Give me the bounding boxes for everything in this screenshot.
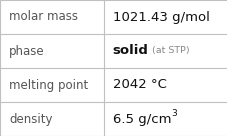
Text: 2042 °C: 2042 °C [112, 78, 166, 92]
Text: melting point: melting point [9, 78, 88, 92]
Text: 3: 3 [171, 109, 176, 118]
Text: phase: phase [9, 44, 44, 58]
Text: 6.5 g/cm: 6.5 g/cm [112, 112, 171, 126]
Text: solid: solid [112, 44, 148, 58]
Text: (at STP): (at STP) [148, 47, 189, 55]
Text: molar mass: molar mass [9, 10, 78, 24]
Text: 1021.43 g/mol: 1021.43 g/mol [112, 10, 209, 24]
Text: density: density [9, 112, 52, 126]
